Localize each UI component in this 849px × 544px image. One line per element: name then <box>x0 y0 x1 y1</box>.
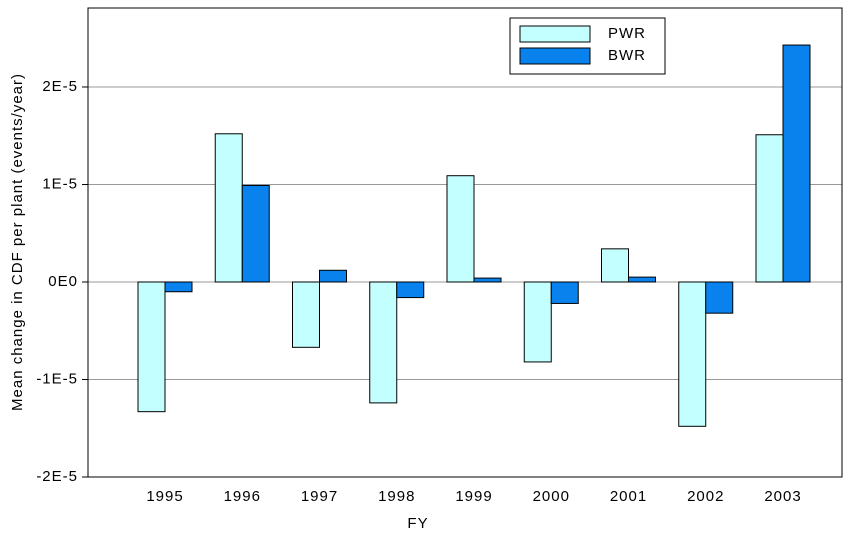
x-axis-label: FY <box>407 515 428 532</box>
legend-swatch <box>519 25 591 43</box>
x-tick-label: 1997 <box>301 488 338 505</box>
bar <box>523 281 552 363</box>
bar <box>241 184 270 283</box>
y-tick-label: 0E0 <box>48 273 78 290</box>
bar <box>369 281 398 404</box>
bar <box>628 276 656 283</box>
bar <box>214 133 243 283</box>
x-tick-label: 1999 <box>455 488 492 505</box>
bar <box>137 281 166 413</box>
legend-label: BWR <box>608 47 646 64</box>
legend-label: PWR <box>608 25 646 42</box>
x-tick-label: 2001 <box>610 488 647 505</box>
bar <box>550 281 579 304</box>
bar <box>782 44 811 283</box>
bar <box>446 175 475 283</box>
y-tick-label: 1E-5 <box>42 175 78 192</box>
bar <box>601 248 629 283</box>
bar <box>319 269 347 283</box>
bar <box>473 277 502 283</box>
bar <box>678 281 707 427</box>
bar <box>755 134 784 283</box>
bar <box>292 281 320 348</box>
bar <box>705 281 734 314</box>
y-tick-label: -2E-5 <box>36 468 78 485</box>
x-tick-label: 2002 <box>687 488 724 505</box>
y-tick-label: -1E-5 <box>36 370 78 387</box>
plot-frame <box>87 7 843 478</box>
bar <box>396 281 425 299</box>
x-tick-label: 2000 <box>533 488 570 505</box>
bar <box>164 281 193 293</box>
x-tick-label: 2003 <box>764 488 801 505</box>
x-tick-label: 1995 <box>146 488 183 505</box>
x-tick-label: 1996 <box>224 488 261 505</box>
legend-swatch <box>519 47 591 65</box>
y-tick-label: 2E-5 <box>42 78 78 95</box>
y-axis-label: Mean change in CDF per plant (events/yea… <box>9 73 26 411</box>
x-tick-label: 1998 <box>378 488 415 505</box>
